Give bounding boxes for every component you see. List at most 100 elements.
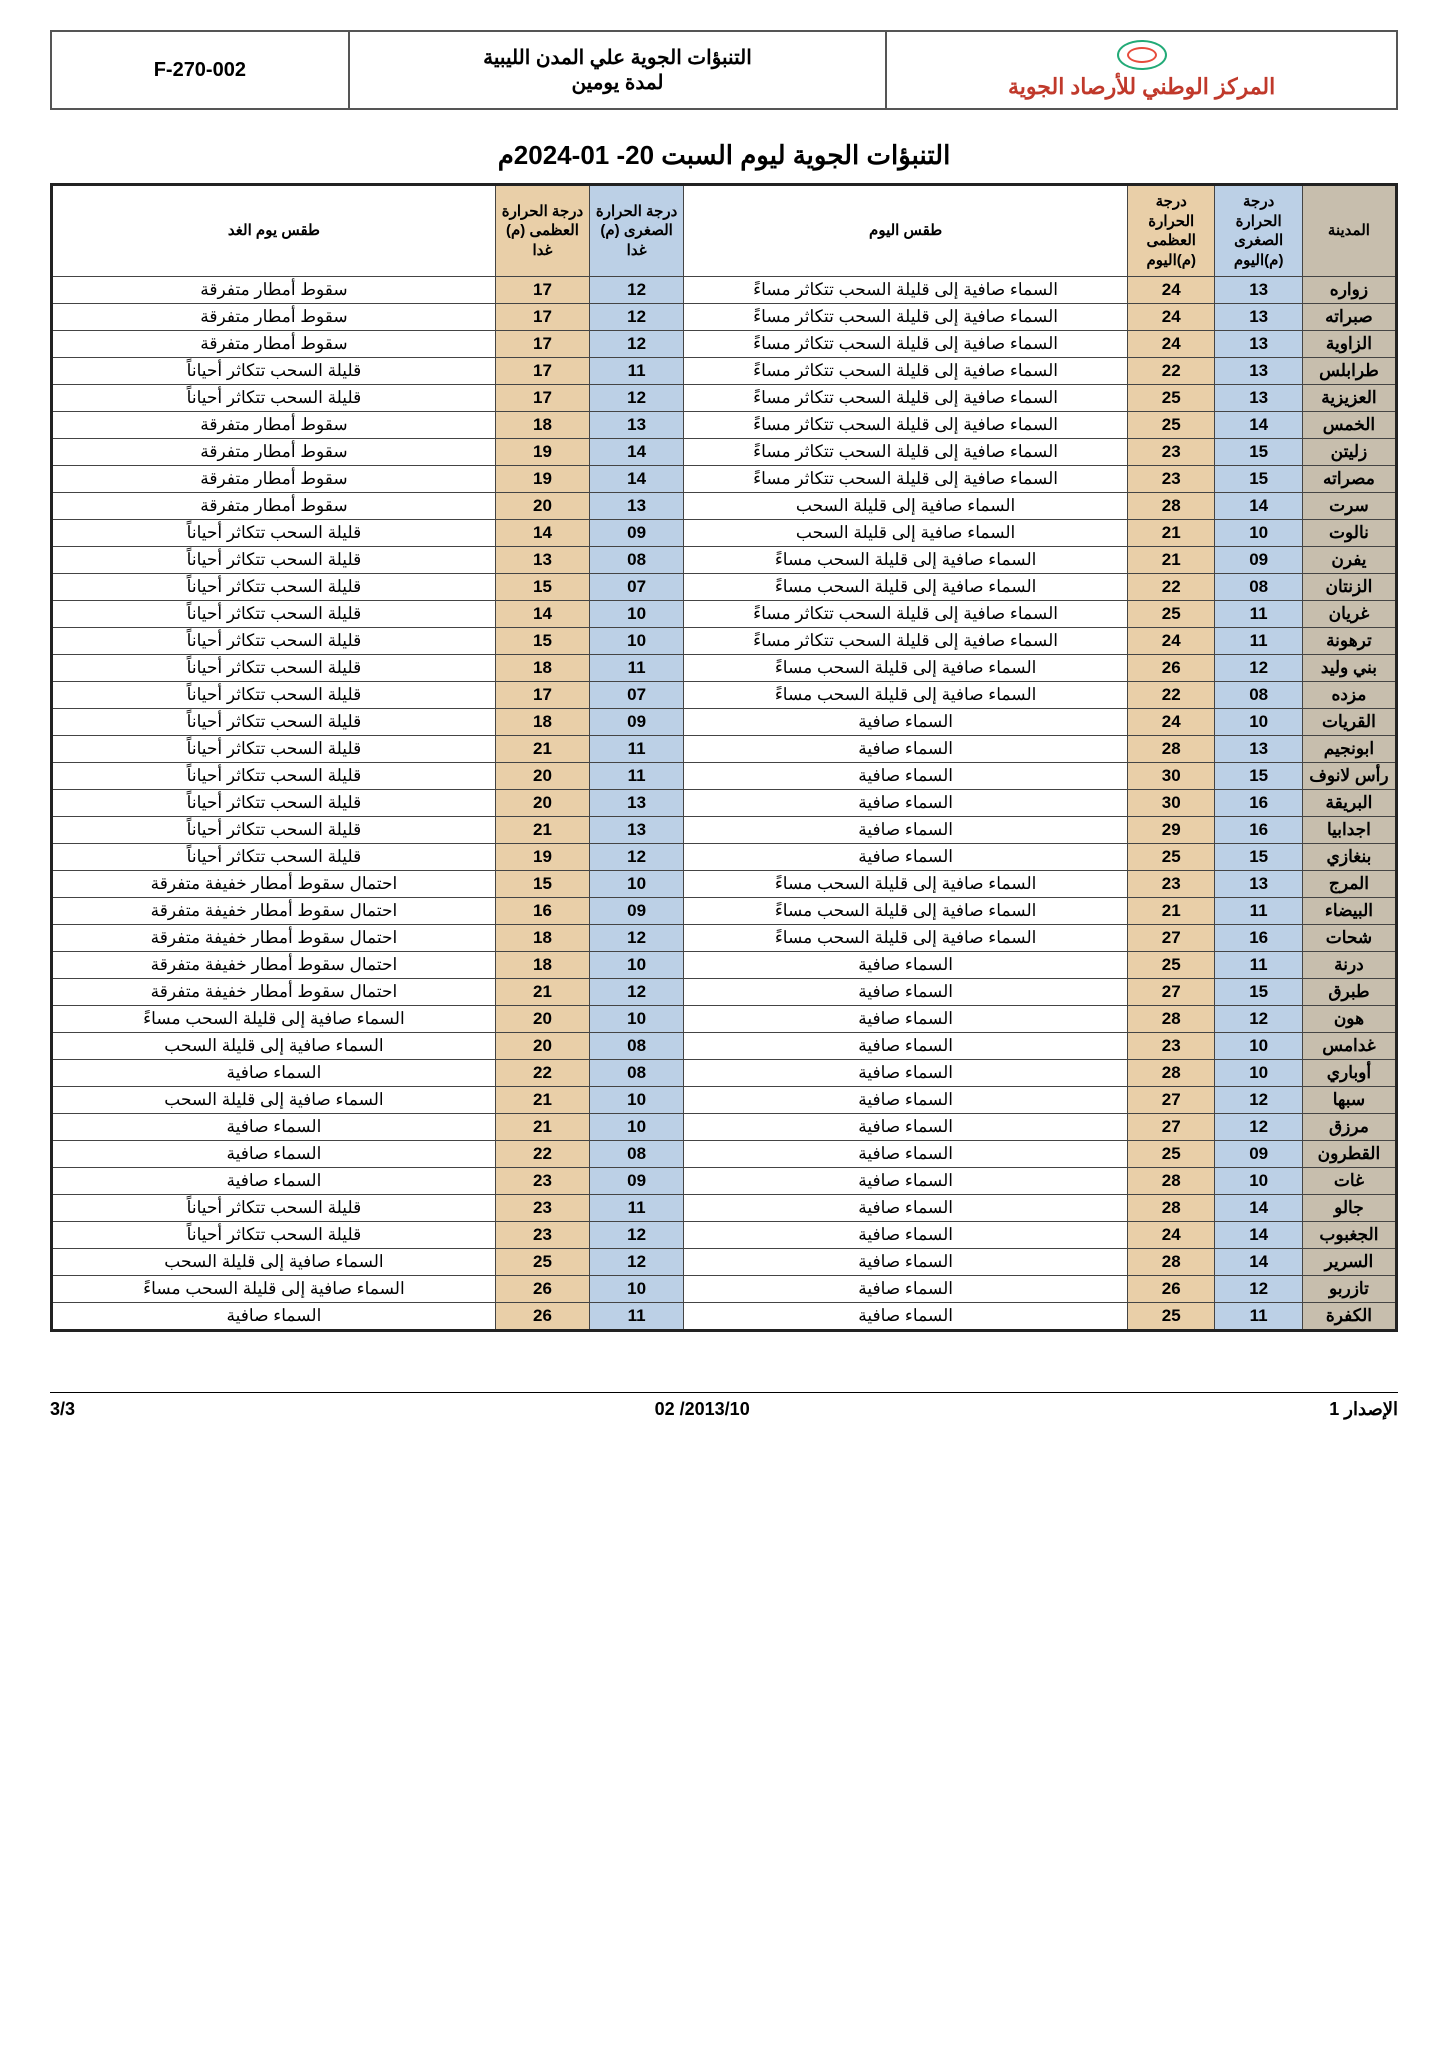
cell-max-tm: 17 [495,358,589,385]
cell-min-t: 14 [1215,1195,1302,1222]
cell-wx-t: السماء صافية [684,1033,1128,1060]
cell-min-tm: 12 [590,1222,684,1249]
table-row: غدامس1023السماء صافية0820السماء صافية إل… [52,1033,1397,1060]
cell-max-t: 24 [1128,709,1215,736]
cell-city: غدامس [1302,1033,1396,1060]
cell-wx-t: السماء صافية إلى قليلة السحب [684,520,1128,547]
cell-wx-tm: السماء صافية [52,1168,496,1195]
table-row: نالوت1021السماء صافية إلى قليلة السحب091… [52,520,1397,547]
table-row: أوباري1028السماء صافية0822السماء صافية [52,1060,1397,1087]
form-code: F-270-002 [52,32,348,108]
cell-city: زليتن [1302,439,1396,466]
cell-max-tm: 20 [495,790,589,817]
cell-max-t: 22 [1128,358,1215,385]
page-footer: الإصدار 1 2013/10/ 02 3/3 [50,1392,1398,1420]
cell-wx-tm: قليلة السحب تتكاثر أحياناً [52,520,496,547]
cell-city: مصراته [1302,466,1396,493]
cell-city: مزده [1302,682,1396,709]
cell-min-t: 14 [1215,1249,1302,1276]
cell-min-tm: 12 [590,979,684,1006]
cell-city: ترهونة [1302,628,1396,655]
cell-max-t: 28 [1128,1249,1215,1276]
col-min-tomorrow: درجة الحرارة الصغرى (م) غدا [590,185,684,277]
cell-wx-t: السماء صافية إلى قليلة السحب مساءً [684,547,1128,574]
cell-min-tm: 11 [590,655,684,682]
cell-max-t: 27 [1128,925,1215,952]
cell-city: أوباري [1302,1060,1396,1087]
table-row: يفرن0921السماء صافية إلى قليلة السحب مسا… [52,547,1397,574]
col-wx-tomorrow: طقس يوم الغد [52,185,496,277]
cell-max-tm: 21 [495,1087,589,1114]
cell-max-t: 30 [1128,790,1215,817]
cell-wx-tm: قليلة السحب تتكاثر أحياناً [52,385,496,412]
cell-max-tm: 22 [495,1060,589,1087]
cell-max-t: 23 [1128,439,1215,466]
table-row: غات1028السماء صافية0923السماء صافية [52,1168,1397,1195]
cell-max-t: 24 [1128,331,1215,358]
table-row: شحات1627السماء صافية إلى قليلة السحب مسا… [52,925,1397,952]
cell-max-tm: 21 [495,736,589,763]
cell-min-tm: 09 [590,709,684,736]
cell-max-tm: 18 [495,709,589,736]
table-row: مزده0822السماء صافية إلى قليلة السحب مسا… [52,682,1397,709]
cell-city: المرج [1302,871,1396,898]
cell-min-tm: 10 [590,1276,684,1303]
table-row: زواره1324السماء صافية إلى قليلة السحب تت… [52,277,1397,304]
cell-max-t: 25 [1128,601,1215,628]
footer-page: 3/3 [50,1399,75,1420]
cell-wx-t: السماء صافية إلى قليلة السحب مساءً [684,925,1128,952]
cell-min-t: 13 [1215,736,1302,763]
col-max-today: درجة الحرارة العظمى (م)اليوم [1128,185,1215,277]
cell-city: رأس لانوف [1302,763,1396,790]
cell-min-tm: 13 [590,493,684,520]
cell-min-tm: 08 [590,1141,684,1168]
cell-wx-tm: قليلة السحب تتكاثر أحياناً [52,844,496,871]
cell-min-tm: 08 [590,547,684,574]
cell-min-tm: 12 [590,925,684,952]
cell-wx-tm: سقوط أمطار متفرقة [52,466,496,493]
cell-max-tm: 21 [495,817,589,844]
cell-min-t: 12 [1215,1276,1302,1303]
cell-min-tm: 09 [590,1168,684,1195]
cell-wx-t: السماء صافية إلى قليلة السحب تتكاثر مساء… [684,358,1128,385]
cell-wx-t: السماء صافية [684,736,1128,763]
cell-min-t: 11 [1215,601,1302,628]
cell-min-tm: 14 [590,439,684,466]
table-row: القريات1024السماء صافية0918قليلة السحب ت… [52,709,1397,736]
cell-wx-tm: السماء صافية [52,1060,496,1087]
cell-city: هون [1302,1006,1396,1033]
cell-min-tm: 12 [590,304,684,331]
cell-wx-tm: السماء صافية إلى قليلة السحب [52,1033,496,1060]
cell-city: الخمس [1302,412,1396,439]
cell-city: طرابلس [1302,358,1396,385]
cell-wx-t: السماء صافية إلى قليلة السحب تتكاثر مساء… [684,628,1128,655]
cell-min-t: 15 [1215,844,1302,871]
cell-wx-tm: احتمال سقوط أمطار خفيفة متفرقة [52,898,496,925]
cell-wx-t: السماء صافية إلى قليلة السحب مساءً [684,574,1128,601]
cell-min-t: 11 [1215,898,1302,925]
cell-city: بنغازي [1302,844,1396,871]
cell-city: صبراته [1302,304,1396,331]
col-min-today: درجة الحرارة الصغرى (م)اليوم [1215,185,1302,277]
cell-wx-t: السماء صافية إلى قليلة السحب [684,493,1128,520]
cell-wx-tm: قليلة السحب تتكاثر أحياناً [52,763,496,790]
cell-wx-tm: قليلة السحب تتكاثر أحياناً [52,358,496,385]
cell-min-t: 12 [1215,655,1302,682]
cell-wx-tm: احتمال سقوط أمطار خفيفة متفرقة [52,979,496,1006]
cell-max-t: 21 [1128,547,1215,574]
cell-min-tm: 11 [590,1195,684,1222]
cell-min-t: 11 [1215,1303,1302,1331]
cell-min-t: 15 [1215,439,1302,466]
cell-wx-tm: السماء صافية [52,1141,496,1168]
cell-max-tm: 18 [495,412,589,439]
cell-city: بني وليد [1302,655,1396,682]
cell-wx-t: السماء صافية إلى قليلة السحب تتكاثر مساء… [684,331,1128,358]
cell-max-tm: 21 [495,979,589,1006]
cell-min-tm: 09 [590,898,684,925]
cell-city: شحات [1302,925,1396,952]
cell-max-tm: 13 [495,547,589,574]
cell-max-t: 25 [1128,1303,1215,1331]
table-row: اجدابيا1629السماء صافية1321قليلة السحب ت… [52,817,1397,844]
cell-min-t: 15 [1215,979,1302,1006]
cell-min-t: 10 [1215,1168,1302,1195]
